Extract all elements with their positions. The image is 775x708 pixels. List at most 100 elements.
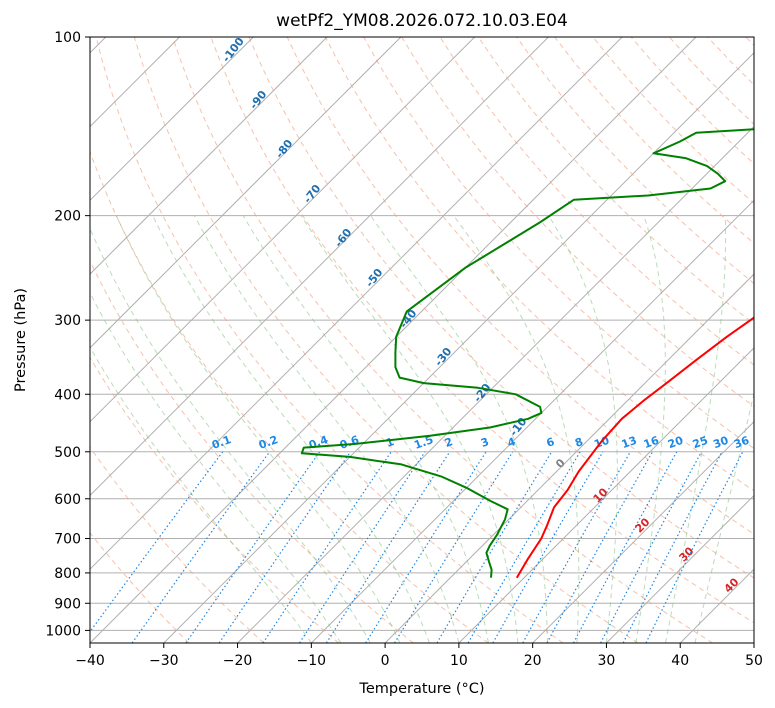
temperature-profile-line (515, 316, 754, 579)
isotherm-line (90, 37, 402, 349)
moist-adiabat (548, 215, 618, 643)
y-tick-label: 600 (54, 492, 81, 508)
mixing-ratio-line (436, 451, 553, 643)
mixing-ratio-line (522, 451, 631, 643)
mixing-ratio-label: 0.2 (257, 433, 280, 452)
isotherm-line (606, 494, 754, 643)
moist-adiabat (90, 346, 312, 643)
moist-adiabat (370, 215, 548, 643)
moist-adiabat (115, 215, 401, 643)
mixing-ratio-label: 0.6 (338, 433, 361, 452)
x-tick-label: 0 (381, 653, 390, 669)
x-tick-label: −40 (75, 653, 105, 669)
x-axis-label: Temperature (°C) (358, 681, 484, 697)
y-axis-label: Pressure (hPa) (13, 288, 29, 392)
y-axis-ticks: 100 200 300 400 500 600 700 800 900 1000 (45, 30, 90, 639)
dry-adiabat (90, 356, 339, 643)
moist-adiabat (193, 215, 460, 643)
dry-adiabat (90, 259, 414, 643)
mixing-ratio-line (90, 451, 224, 633)
dry-adiabat (516, 37, 754, 285)
y-tick-label: 900 (54, 596, 81, 612)
y-tick-label: 100 (54, 30, 81, 46)
x-tick-label: 10 (450, 653, 468, 669)
mixing-ratio-label: 8 (573, 435, 585, 450)
y-tick-label: 200 (54, 209, 81, 225)
chart-title: wetPf2_YM08.2026.072.10.03.E04 (276, 11, 568, 31)
mixing-ratio-line (546, 451, 654, 643)
moist-adiabat (90, 227, 371, 643)
moist-adiabat (242, 215, 489, 643)
mixing-ratio-line (131, 451, 271, 643)
y-tick-label: 500 (54, 445, 81, 461)
moist-adiabat (152, 215, 430, 643)
mixing-ratio-line (262, 451, 392, 643)
isotherm-line (90, 37, 328, 275)
isotherm-line (532, 420, 754, 643)
mixing-ratio-line (600, 451, 703, 643)
mixing-ratio-label: 6 (545, 435, 557, 450)
mixing-ratio-label: 3 (479, 435, 491, 450)
x-tick-label: −20 (223, 653, 253, 669)
mixing-ratio-label: 0.1 (210, 433, 233, 452)
dry-adiabat (210, 37, 754, 624)
isotherm-line (384, 273, 754, 643)
y-tick-label: 700 (54, 532, 81, 548)
profile-series (300, 128, 754, 579)
x-axis-ticks: −40 −30 −20 −10 0 10 20 30 40 50 (75, 643, 763, 669)
isotherm-line (90, 37, 623, 570)
x-tick-label: −10 (297, 653, 327, 669)
isotherm-line (90, 37, 476, 423)
moist-adiabat (635, 215, 666, 643)
isotherm-line (90, 37, 254, 202)
mixing-ratio-label: 1 (384, 435, 396, 450)
mixing-ratio-label: 2 (443, 435, 455, 450)
moist-adiabat (90, 291, 342, 643)
second-profile-line (300, 128, 754, 578)
dry-adiabat (95, 37, 564, 643)
dry-adiabat (401, 37, 754, 408)
moist-adiabat (300, 215, 519, 643)
mixing-ratio-label: 30 (711, 434, 730, 452)
dry-adiabat (363, 37, 754, 449)
isotherm-line (163, 52, 754, 643)
plot-frame (89, 36, 755, 644)
mixing-ratio-line (645, 451, 744, 643)
x-tick-label: −30 (149, 653, 179, 669)
mixing-ratio-label: 4 (506, 435, 518, 450)
mixing-ratio-label: 20 (666, 434, 685, 452)
dry-adiabat (90, 532, 190, 643)
mixing-ratio-label: 13 (620, 434, 639, 451)
y-tick-label: 800 (54, 566, 81, 582)
x-tick-label: 40 (671, 653, 689, 669)
isotherm-line (458, 347, 754, 643)
isotherm-line (90, 37, 549, 497)
mixing-ratio-label: 25 (691, 434, 710, 451)
dry-adiabat (172, 37, 713, 643)
moist-adiabat (694, 391, 754, 643)
dry-adiabat (477, 37, 754, 325)
mixing-ratio-label: 16 (642, 434, 661, 452)
mixing-ratio-line (299, 451, 426, 643)
mixing-ratio-labels: 0.1 0.2 0.4 0.6 1 1.5 2 3 4 6 8 10 13 16 20 25 30 36 (210, 433, 751, 452)
x-tick-label: 30 (598, 653, 616, 669)
dry-adiabat (248, 37, 754, 579)
moist-adiabat (453, 215, 580, 643)
x-tick-label: 20 (524, 653, 542, 669)
y-tick-label: 1000 (45, 623, 81, 639)
dry-adiabat (90, 150, 489, 643)
mixing-ratio-label: 36 (732, 434, 751, 452)
isotherm-line (90, 37, 697, 643)
x-tick-label: 50 (745, 653, 763, 669)
y-tick-label: 400 (54, 387, 81, 403)
isotherm-line (237, 125, 754, 643)
mixing-ratio-line (572, 451, 678, 643)
mixing-ratio-line (185, 451, 321, 643)
mixing-ratio-line (325, 451, 451, 643)
mixing-ratio-line (365, 451, 487, 643)
background-lines (90, 37, 754, 643)
mixing-ratio-line (218, 451, 351, 643)
moist-adiabat (665, 215, 727, 643)
